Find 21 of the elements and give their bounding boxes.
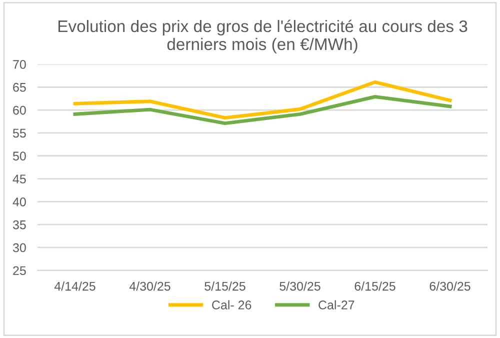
y-tick-label: 65 xyxy=(13,82,26,92)
y-tick-label: 30 xyxy=(12,243,26,252)
x-tick-label: 6/30/25 xyxy=(430,282,470,291)
x-tick-label: 4/30/25 xyxy=(129,282,170,291)
y-tick-label: 55 xyxy=(12,128,26,138)
y-tick-label: 60 xyxy=(13,106,26,115)
y-tick-label: 35 xyxy=(12,220,26,230)
y-tick-label: 25 xyxy=(13,266,26,276)
x-tick-label: 5/30/25 xyxy=(280,282,320,291)
legend-label: Cal- 26 xyxy=(212,300,252,310)
x-tick-label: 5/15/25 xyxy=(204,282,246,291)
y-tick-label: 50 xyxy=(12,152,26,161)
line-series xyxy=(73,95,452,126)
chart-title: Evolution des prix de gros de l'électricité au cours des 3 derniers mois (en €/MWh) xyxy=(58,20,468,54)
y-tick-label: 70 xyxy=(13,60,26,69)
line-series xyxy=(73,80,452,120)
y-tick-label: 40 xyxy=(12,197,26,206)
legend-label: Cal-27 xyxy=(318,300,354,310)
y-tick-label: 45 xyxy=(12,174,26,184)
x-tick-label: 6/15/25 xyxy=(354,282,396,291)
x-tick-label: 4/14/25 xyxy=(54,282,96,291)
